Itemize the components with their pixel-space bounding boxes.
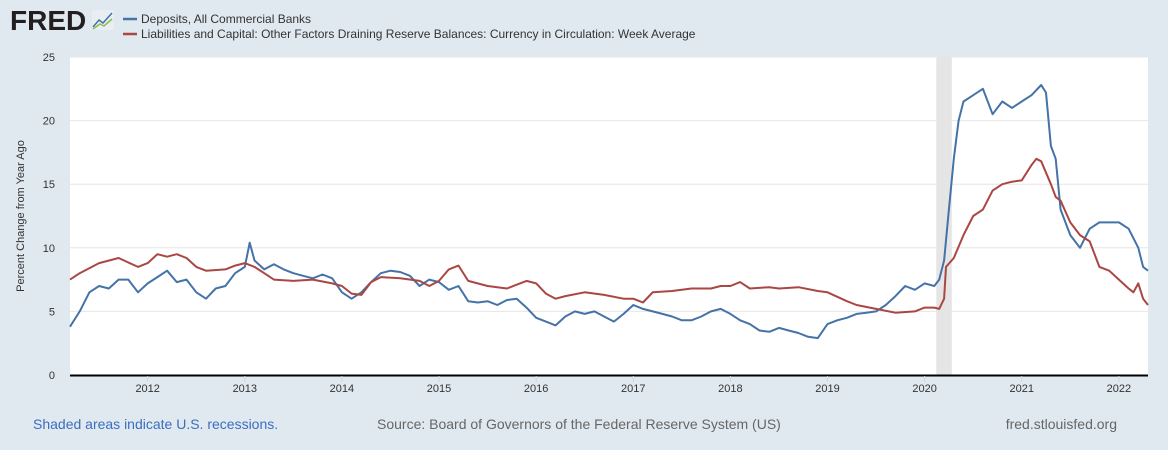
recession-shading [936, 57, 952, 375]
y-tick-label: 15 [43, 179, 55, 191]
recession-note-link[interactable]: Shaded areas indicate U.S. recessions. [33, 416, 278, 432]
series-line-currency [69, 157, 1149, 314]
x-tick-label: 2014 [330, 383, 354, 395]
site-link[interactable]: fred.stlouisfed.org [1006, 416, 1117, 432]
series-line-deposits [69, 84, 1149, 340]
y-tick-label: 0 [49, 370, 55, 382]
y-axis-label: Percent Change from Year Ago [15, 140, 27, 292]
fred-logo[interactable]: FRED [10, 5, 114, 36]
x-tick-label: 2018 [718, 383, 742, 395]
source-note: Source: Board of Governors of the Federa… [377, 416, 781, 432]
x-tick-label: 2015 [427, 383, 451, 395]
y-tick-label: 5 [49, 306, 55, 318]
y-tick-label: 25 [43, 52, 55, 64]
legend-label-currency: Liabilities and Capital: Other Factors D… [141, 27, 696, 41]
x-tick-label: 2020 [912, 383, 936, 395]
x-tick-label: 2012 [135, 383, 159, 395]
y-tick-label: 10 [43, 243, 55, 255]
x-tick-label: 2021 [1010, 383, 1034, 395]
legend-label-deposits: Deposits, All Commercial Banks [141, 12, 311, 26]
x-tick-label: 2013 [233, 383, 257, 395]
plot-area [70, 57, 1148, 375]
y-tick-label: 20 [43, 116, 55, 128]
legend: Deposits, All Commercial Banks Liabiliti… [123, 12, 696, 41]
x-tick-label: 2022 [1107, 383, 1131, 395]
x-tick-label: 2016 [524, 383, 548, 395]
fred-logo-text: FRED [10, 5, 86, 36]
x-tick-label: 2017 [621, 383, 645, 395]
x-tick-label: 2019 [815, 383, 839, 395]
